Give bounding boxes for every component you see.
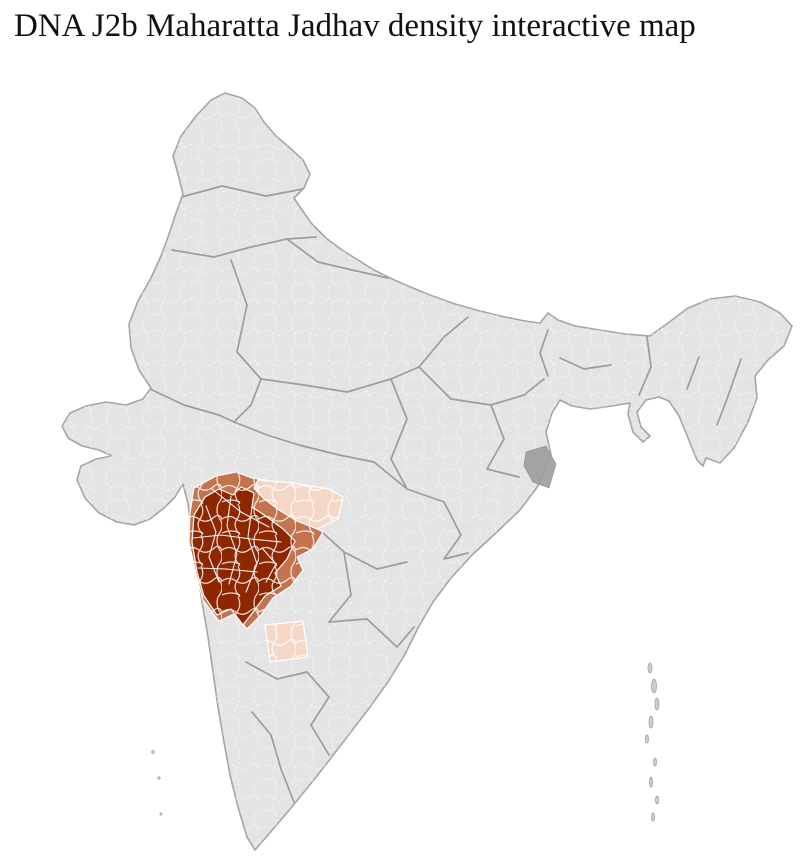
district-borders-texture — [62, 93, 792, 850]
page-title: DNA J2b Maharatta Jadhav density interac… — [14, 8, 696, 44]
map-svg[interactable] — [0, 8, 812, 861]
india-density-map[interactable] — [0, 8, 812, 861]
lakshadweep-islands[interactable] — [151, 750, 163, 816]
highlight-district-borders — [192, 488, 282, 593]
state-borders — [149, 185, 742, 803]
andaman-nicobar-islands[interactable] — [645, 662, 660, 822]
bengal-delta-districts[interactable] — [523, 445, 557, 489]
